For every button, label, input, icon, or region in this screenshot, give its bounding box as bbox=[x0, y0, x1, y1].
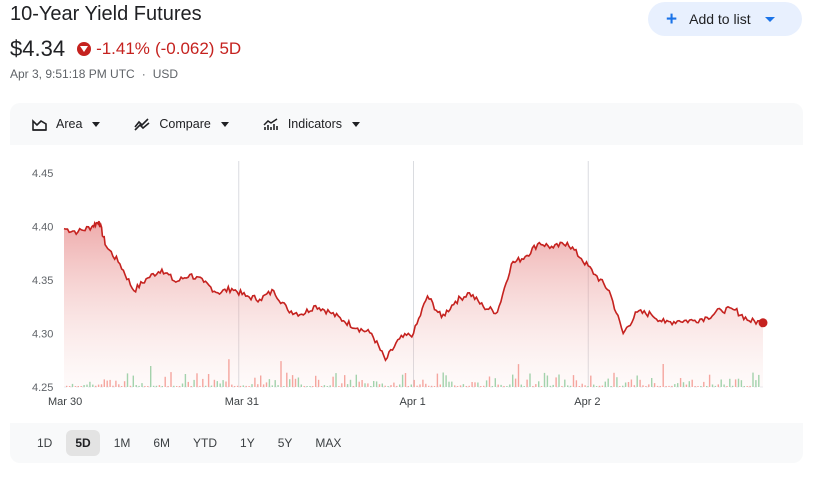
y-tick-label: 4.30 bbox=[32, 329, 53, 341]
compare-icon bbox=[134, 117, 150, 131]
range-6m[interactable]: 6M bbox=[153, 436, 171, 450]
chevron-down-icon bbox=[220, 121, 229, 127]
change-period: 5D bbox=[219, 39, 242, 58]
currency: USD bbox=[152, 67, 179, 81]
indicators-dropdown[interactable]: Indicators bbox=[263, 117, 361, 131]
range-5y[interactable]: 5Y bbox=[277, 436, 293, 450]
chart-card: Area Compare Indicators bbox=[10, 103, 803, 463]
chevron-down-icon bbox=[352, 121, 361, 127]
range-selector: 1D 5D 1M 6M YTD 1Y 5Y MAX bbox=[28, 430, 355, 456]
y-tick-label: 4.40 bbox=[32, 222, 53, 234]
price-area bbox=[64, 221, 763, 387]
plus-icon: + bbox=[666, 8, 678, 30]
timestamp: Apr 3, 9:51:18 PM UTC bbox=[10, 67, 135, 81]
page-title: 10-Year Yield Futures bbox=[10, 3, 202, 25]
area-chart-icon bbox=[32, 118, 47, 131]
add-to-list-button[interactable]: + Add to list bbox=[648, 2, 802, 36]
last-price-marker bbox=[758, 318, 768, 328]
y-tick-label: 4.25 bbox=[32, 382, 53, 394]
range-max[interactable]: MAX bbox=[315, 436, 342, 450]
x-tick-label: Apr 1 bbox=[400, 396, 426, 408]
chevron-down-icon bbox=[764, 16, 775, 22]
change-absolute: (-0.062) bbox=[154, 39, 215, 58]
chart-type-label: Area bbox=[56, 117, 83, 131]
y-tick-label: 4.45 bbox=[32, 168, 53, 180]
chart-type-dropdown[interactable]: Area bbox=[32, 117, 101, 131]
chevron-down-icon bbox=[92, 121, 101, 127]
x-tick-label: Mar 30 bbox=[48, 396, 82, 408]
add-to-list-label: Add to list bbox=[689, 11, 751, 27]
current-price: $4.34 bbox=[10, 36, 66, 61]
x-tick-label: Apr 2 bbox=[574, 396, 600, 408]
range-1y[interactable]: 1Y bbox=[240, 436, 255, 450]
indicators-icon bbox=[263, 117, 278, 130]
price-row: $4.34 -1.41% (-0.062) 5D bbox=[10, 36, 246, 62]
compare-label: Compare bbox=[159, 117, 211, 131]
chart-toolbar: Area Compare Indicators bbox=[10, 103, 803, 145]
indicators-label: Indicators bbox=[287, 117, 343, 131]
separator: · bbox=[141, 67, 146, 81]
price-meta: Apr 3, 9:51:18 PM UTC · USD bbox=[10, 67, 178, 81]
y-tick-label: 4.35 bbox=[32, 275, 53, 287]
range-5d[interactable]: 5D bbox=[66, 430, 100, 456]
change-percent: -1.41% bbox=[96, 39, 150, 58]
x-tick-label: Mar 31 bbox=[225, 396, 259, 408]
price-chart[interactable]: 4.45 4.40 4.35 4.30 4.25 Mar 30 Mar 31 Apr 1 Ap… bbox=[10, 145, 803, 423]
range-ytd[interactable]: YTD bbox=[193, 436, 218, 450]
chart-svg: 4.45 4.40 4.35 4.30 4.25 Mar 30 Mar 31 Apr 1 Ap… bbox=[32, 161, 768, 408]
price-line bbox=[63, 220, 764, 362]
range-1m[interactable]: 1M bbox=[113, 436, 131, 450]
arrow-down-icon bbox=[77, 42, 92, 56]
compare-dropdown[interactable]: Compare bbox=[134, 117, 229, 131]
price-change: -1.41% (-0.062) 5D bbox=[77, 39, 246, 59]
range-1d[interactable]: 1D bbox=[37, 436, 53, 450]
